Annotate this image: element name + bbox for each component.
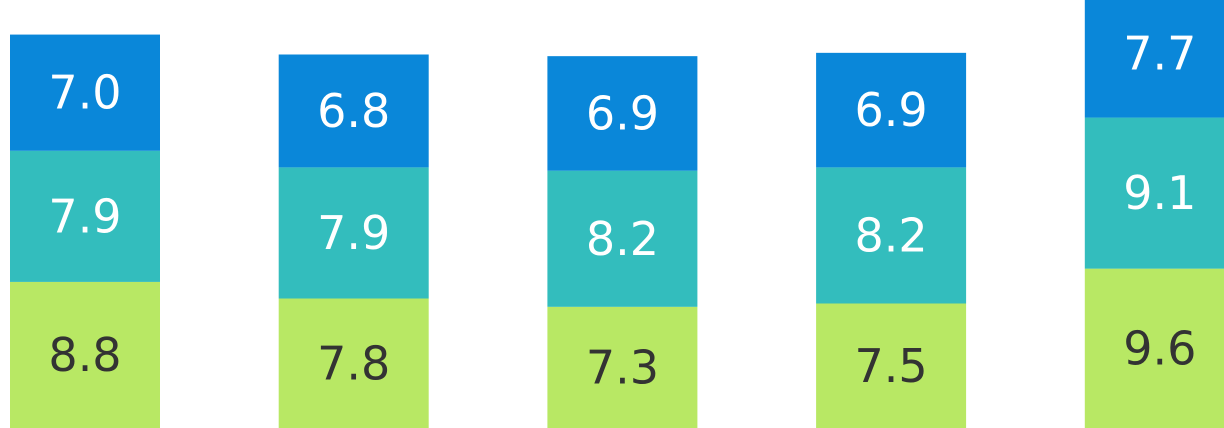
value-label: 6.9: [855, 83, 928, 137]
value-label: 9.1: [1123, 166, 1196, 220]
bar-segment: [1084, 0, 1224, 118]
value-label: 6.8: [317, 84, 390, 138]
bar-segment: [816, 303, 967, 428]
value-label: 9.6: [1123, 321, 1196, 375]
bar-segment: [278, 167, 429, 299]
bar-segment: [10, 150, 160, 282]
bar-segment: [278, 298, 429, 428]
value-label: 7.9: [48, 189, 121, 243]
bar-segment: [816, 167, 967, 304]
bar-segment: [547, 56, 698, 171]
value-label: 7.0: [48, 66, 121, 120]
value-label: 6.9: [586, 86, 659, 140]
bar-segment: [278, 54, 429, 168]
value-label: 7.9: [317, 206, 390, 260]
bar-segment: [10, 34, 160, 151]
value-label: 7.5: [855, 339, 928, 393]
bar-segment: [1084, 268, 1224, 428]
value-label: 8.2: [586, 212, 659, 266]
bar-segment: [547, 170, 698, 307]
value-label: 8.2: [855, 208, 928, 262]
bar-segment: [547, 306, 698, 428]
bar-segment: [1084, 117, 1224, 269]
value-label: 7.3: [586, 340, 659, 394]
value-label: 7.7: [1123, 27, 1196, 81]
value-label: 7.8: [317, 336, 390, 390]
bar-segment: [816, 52, 967, 168]
bar-segment: [10, 281, 160, 428]
value-label: 8.8: [48, 328, 121, 382]
